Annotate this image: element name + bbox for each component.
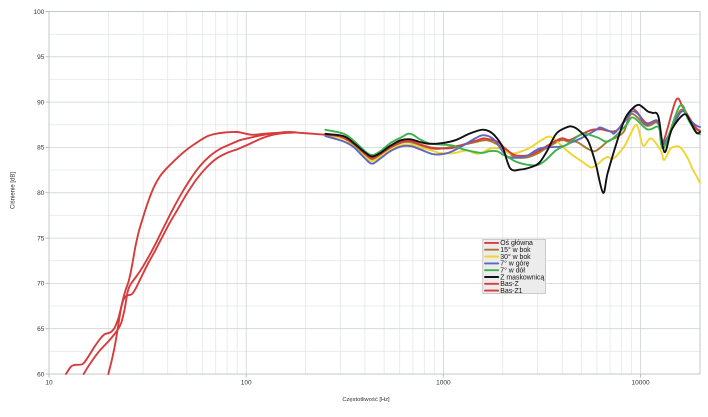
svg-text:7° w górę: 7° w górę (500, 260, 529, 268)
svg-text:1000: 1000 (436, 380, 451, 387)
svg-text:95: 95 (37, 54, 45, 61)
svg-text:Bas-Z1: Bas-Z1 (500, 288, 522, 295)
svg-text:80: 80 (37, 190, 45, 197)
svg-text:100: 100 (241, 380, 252, 387)
svg-text:Bas-Z: Bas-Z (500, 281, 518, 288)
svg-text:7° w dół: 7° w dół (500, 267, 525, 275)
svg-text:65: 65 (37, 326, 45, 333)
svg-text:70: 70 (37, 281, 45, 288)
svg-text:30° w bok: 30° w bok (500, 253, 531, 261)
svg-text:10: 10 (45, 380, 53, 387)
svg-text:60: 60 (37, 371, 45, 378)
svg-text:90: 90 (37, 99, 45, 106)
svg-text:Oś główna: Oś główna (500, 240, 533, 247)
svg-text:85: 85 (37, 145, 45, 152)
svg-text:Ciśnienie [dB]: Ciśnienie [dB] (10, 172, 16, 209)
svg-text:75: 75 (37, 235, 45, 242)
svg-text:10000: 10000 (632, 380, 650, 387)
svg-text:15° w bok: 15° w bok (500, 246, 531, 254)
svg-text:100: 100 (34, 9, 45, 16)
svg-text:Częstotliwość [Hz]: Częstotliwość [Hz] (342, 397, 390, 403)
svg-text:Z maskownicą: Z maskownicą (500, 274, 544, 281)
